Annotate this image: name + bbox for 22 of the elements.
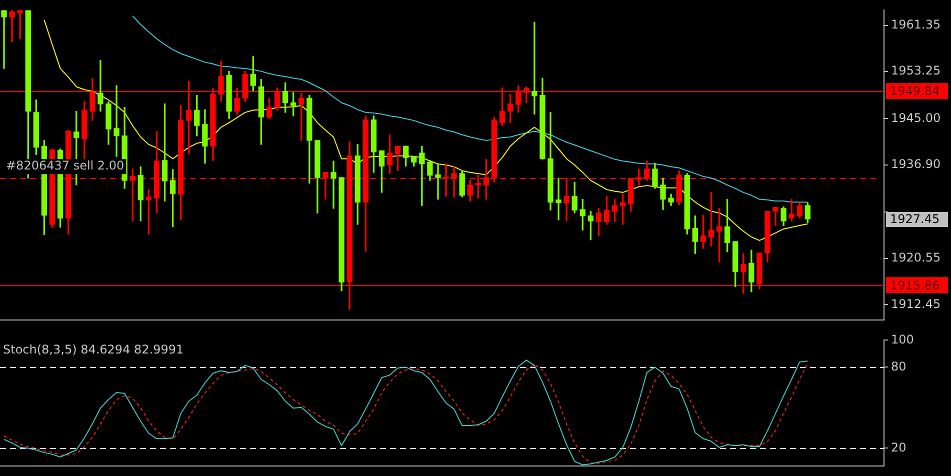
chart-title: Stoch(8,3,5) 84.6294 82.9991 bbox=[3, 342, 184, 356]
y-tick-label: 20 bbox=[891, 440, 906, 454]
ref-line-label: 1915.86 bbox=[890, 278, 940, 292]
y-tick-label: 100 bbox=[891, 332, 914, 346]
ref-line-label: #8206437 sell 2.00 bbox=[6, 158, 124, 172]
candlestick bbox=[435, 164, 441, 200]
y-tick-label: 80 bbox=[891, 359, 906, 374]
candlestick bbox=[9, 10, 15, 42]
ref-line-label: 1949.84 bbox=[890, 84, 940, 98]
y-tick-label: 1961.35 bbox=[891, 17, 941, 32]
candlestick bbox=[114, 85, 120, 157]
candlestick bbox=[98, 60, 104, 112]
candlestick bbox=[330, 160, 336, 209]
y-tick-label: 1953.25 bbox=[891, 64, 941, 78]
y-tick-label: 1945.00 bbox=[891, 110, 941, 125]
candlestick bbox=[772, 206, 778, 226]
y-tick-label: 1912.45 bbox=[891, 296, 941, 311]
y-tick-label: 1920.55 bbox=[891, 250, 941, 265]
candlestick bbox=[1, 10, 7, 69]
candlestick bbox=[556, 178, 562, 220]
text: 1927.45 bbox=[890, 212, 940, 226]
y-tick-label: 1936.90 bbox=[891, 157, 941, 172]
